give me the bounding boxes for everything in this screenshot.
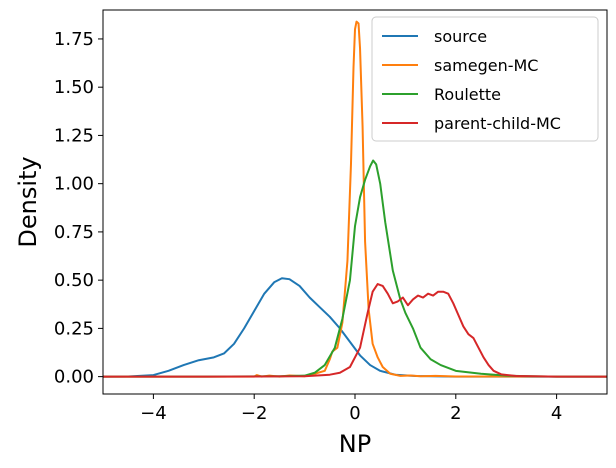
series-line-parent-child-mc <box>103 283 607 378</box>
legend-label: parent-child-MC <box>434 114 561 133</box>
x-tick-label: −2 <box>241 403 268 424</box>
y-tick-label: 1.75 <box>54 29 94 50</box>
x-tick-label: −4 <box>140 403 167 424</box>
x-axis-title: NP <box>339 430 371 458</box>
x-axis: −4 −2 0 2 4 <box>140 394 562 424</box>
y-tick-label: 0.00 <box>54 367 94 388</box>
series-layer <box>103 20 607 378</box>
y-axis-title: Density <box>14 156 42 247</box>
y-tick-label: 1.25 <box>54 125 94 146</box>
y-tick-label: 0.25 <box>54 318 94 339</box>
y-tick-label: 0.50 <box>54 270 94 291</box>
legend-label: source <box>434 27 487 46</box>
legend-label: Roulette <box>434 85 501 104</box>
x-tick-label: 2 <box>450 403 461 424</box>
series-line-roulette <box>103 159 607 378</box>
y-axis: 0.00 0.25 0.50 0.75 1.00 1.25 1.50 1.75 <box>54 29 103 388</box>
x-tick-label: 0 <box>349 403 360 424</box>
y-tick-label: 1.00 <box>54 174 94 195</box>
legend: source samegen-MC Roulette parent-child-MC <box>371 16 599 142</box>
y-tick-label: 1.50 <box>54 77 94 98</box>
series-line-source <box>103 277 607 378</box>
y-tick-label: 0.75 <box>54 222 94 243</box>
x-tick-label: 4 <box>551 403 562 424</box>
legend-box <box>371 16 599 142</box>
legend-label: samegen-MC <box>434 56 538 75</box>
